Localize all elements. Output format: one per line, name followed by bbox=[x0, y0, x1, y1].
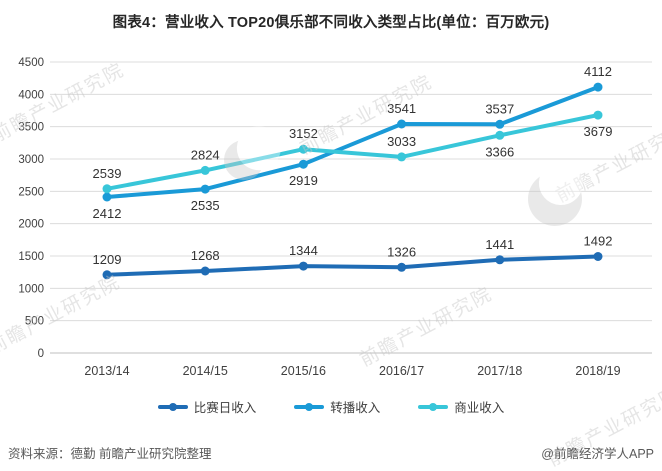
legend-marker-icon bbox=[157, 402, 188, 411]
data-point bbox=[593, 110, 603, 120]
legend-label: 商业收入 bbox=[454, 401, 505, 415]
data-label: 2919 bbox=[289, 173, 318, 188]
x-axis-tick-label: 2017/18 bbox=[477, 364, 522, 378]
data-label: 1441 bbox=[485, 237, 514, 252]
data-label: 1268 bbox=[191, 248, 220, 263]
legend-label: 比赛日收入 bbox=[193, 401, 257, 415]
data-label: 1492 bbox=[584, 234, 613, 249]
data-point bbox=[298, 144, 308, 154]
x-axis-tick-label: 2014/15 bbox=[183, 364, 228, 378]
data-label: 2412 bbox=[93, 206, 122, 221]
data-point bbox=[495, 130, 505, 140]
y-axis-tick-label: 0 bbox=[38, 348, 44, 360]
data-point bbox=[593, 82, 603, 92]
data-label: 1344 bbox=[289, 243, 318, 258]
data-point bbox=[102, 192, 112, 202]
x-axis-tick-label: 2016/17 bbox=[379, 364, 424, 378]
legend: 比赛日收入 转播收入 商业收入 bbox=[0, 397, 662, 416]
data-label: 3366 bbox=[485, 144, 514, 159]
source-note: 资料来源：德勤 前瞻产业研究院整理 bbox=[8, 447, 212, 461]
data-point bbox=[397, 119, 407, 129]
series-line bbox=[105, 113, 600, 191]
y-axis-tick-label: 4000 bbox=[18, 89, 44, 101]
line-chart: 0 500 1000 1500 2000 2500 3000 3500 4000 4500 2013… bbox=[18, 57, 652, 378]
y-axis-tick-label: 2500 bbox=[18, 186, 44, 198]
x-axis-tick-label: 2018/19 bbox=[575, 364, 620, 378]
y-axis-tick-label: 3500 bbox=[18, 122, 44, 134]
data-point bbox=[397, 262, 407, 272]
data-point bbox=[593, 252, 603, 261]
x-axis-tick-label: 2015/16 bbox=[281, 364, 326, 378]
x-axis-tick-label: 2013/14 bbox=[84, 364, 129, 378]
legend-marker-icon bbox=[418, 402, 449, 411]
data-point bbox=[298, 159, 308, 169]
data-point bbox=[495, 119, 505, 129]
data-label: 3541 bbox=[387, 101, 416, 116]
series-line bbox=[105, 85, 600, 199]
data-point bbox=[495, 255, 505, 265]
data-point bbox=[200, 266, 210, 276]
y-axis-tick-label: 1000 bbox=[18, 283, 44, 295]
data-label: 1326 bbox=[387, 244, 416, 259]
data-label: 3033 bbox=[387, 134, 416, 149]
data-point bbox=[200, 165, 210, 175]
data-label: 3152 bbox=[289, 126, 318, 141]
data-point bbox=[397, 152, 407, 162]
data-point bbox=[102, 270, 112, 280]
legend-item: 商业收入 bbox=[418, 397, 504, 416]
y-axis-tick-label: 3000 bbox=[18, 154, 44, 166]
data-label: 2539 bbox=[93, 166, 122, 181]
series-line bbox=[105, 254, 600, 277]
data-point bbox=[298, 261, 308, 271]
credit-note: @前瞻经济学人APP bbox=[541, 447, 654, 461]
y-axis-tick-label: 1500 bbox=[18, 251, 44, 263]
y-axis-tick-label: 4500 bbox=[18, 57, 44, 69]
footer: 资料来源：德勤 前瞻产业研究院整理 @前瞻经济学人APP bbox=[8, 443, 654, 462]
data-label: 1209 bbox=[93, 252, 122, 267]
legend-marker-icon bbox=[294, 402, 325, 411]
legend-item: 转播收入 bbox=[294, 397, 380, 416]
data-label: 3537 bbox=[485, 101, 514, 116]
legend-item: 比赛日收入 bbox=[157, 397, 257, 416]
data-label: 2535 bbox=[191, 198, 220, 213]
data-point bbox=[102, 184, 112, 194]
y-axis-tick-label: 500 bbox=[25, 316, 44, 328]
legend-label: 转播收入 bbox=[330, 401, 381, 415]
y-axis-tick-label: 2000 bbox=[18, 219, 44, 231]
data-label: 3679 bbox=[584, 124, 613, 139]
data-point bbox=[200, 184, 210, 194]
chart-title: 图表4：营业收入 TOP20俱乐部不同收入类型占比(单位：百万欧元) bbox=[112, 15, 550, 31]
data-label: 2824 bbox=[191, 147, 220, 162]
data-label: 4112 bbox=[584, 64, 612, 79]
